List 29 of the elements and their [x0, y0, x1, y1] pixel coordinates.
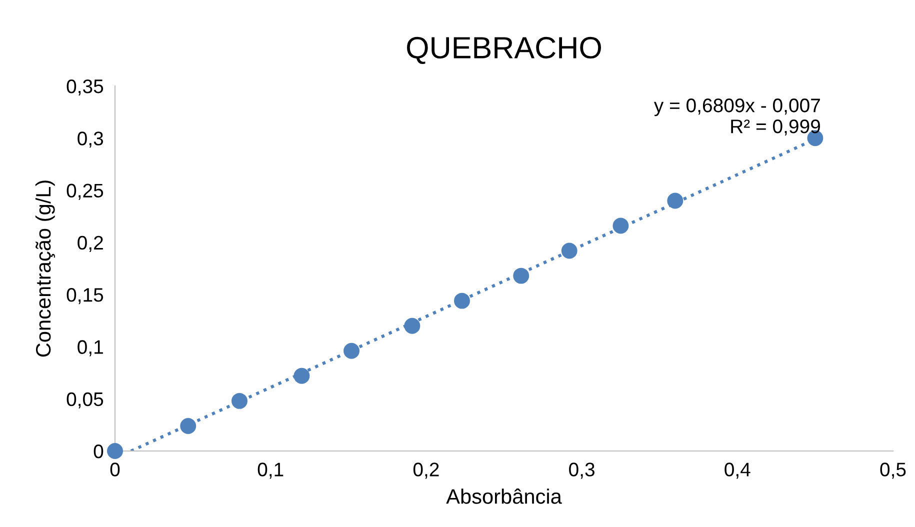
point: [561, 242, 578, 259]
x-axis-title: Absorbância: [446, 488, 562, 504]
x-tick-label: 0: [110, 462, 120, 476]
point: [294, 368, 310, 384]
point: [612, 218, 629, 234]
x-tick-label: 0,5: [880, 462, 906, 479]
y-tick-label: 0,35: [66, 79, 104, 96]
x-tick-label: 0,4: [724, 462, 750, 479]
point: [454, 292, 470, 309]
point: [180, 418, 196, 434]
x-tick-label: 0,1: [258, 462, 284, 479]
y-tick-label: 0,1: [78, 340, 103, 356]
point: [344, 342, 360, 359]
point: [232, 392, 248, 409]
annotation: y = 0,6809x - 0,007 R² = 0,999: [654, 98, 820, 136]
y-tick-label: 0,05: [66, 392, 104, 408]
y-tick-label: 0,3: [78, 132, 104, 148]
y-tick-label: 0,25: [66, 184, 104, 200]
chart-title: QUEBRACHO: [406, 36, 602, 64]
point: [513, 268, 530, 284]
point: [107, 443, 123, 459]
point: [667, 192, 684, 209]
y-axis-title: Concentração (g/L): [35, 180, 55, 357]
x-tick-label: 0,3: [569, 462, 594, 479]
y-tick-label: 0,2: [78, 236, 103, 252]
x-tick-label: 0,2: [413, 462, 439, 479]
y-tick-label: 0: [94, 444, 104, 458]
point: [404, 318, 420, 334]
y-tick-label: 0,15: [66, 288, 104, 304]
